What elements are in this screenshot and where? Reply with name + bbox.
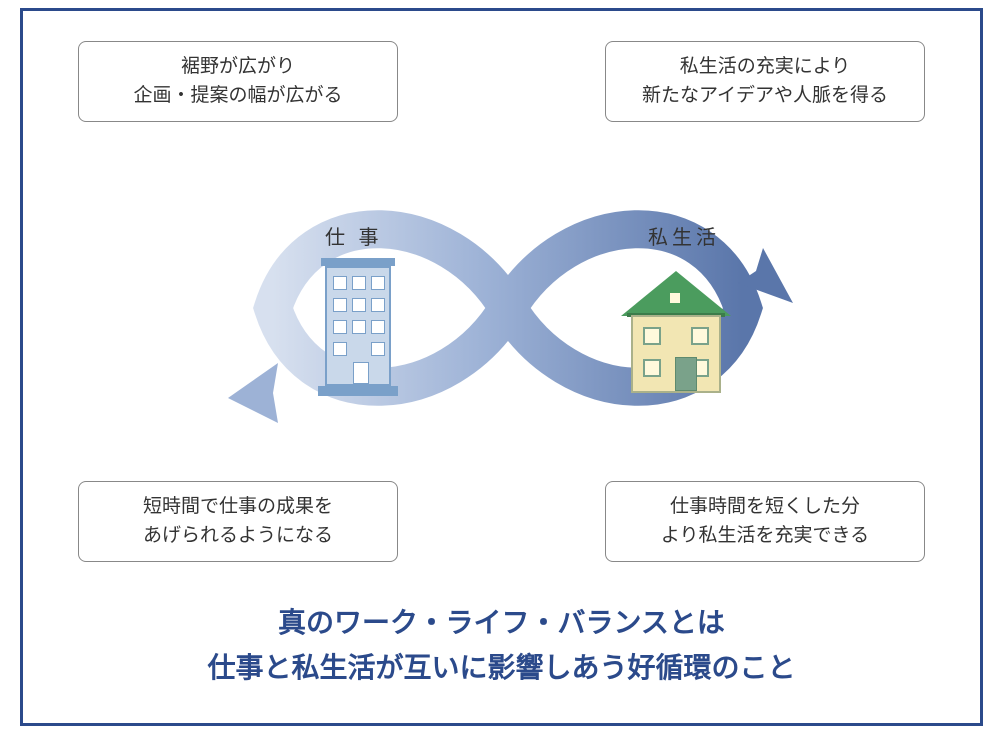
box-bottom-left: 短時間で仕事の成果を あげられるようになる <box>78 481 398 562</box>
box-top-left: 裾野が広がり 企画・提案の幅が広がる <box>78 41 398 122</box>
office-building-icon <box>313 256 403 396</box>
box-tl-line2: 企画・提案の幅が広がる <box>133 85 342 106</box>
arrowhead-left-icon <box>228 363 278 423</box>
home-icon <box>621 263 731 393</box>
box-tr-line2: 新たなアイデアや人脈を得る <box>642 85 888 106</box>
box-br-line1: 仕事時間を短くした分 <box>670 496 860 517</box>
box-tl-line1: 裾野が広がり <box>181 56 295 77</box>
box-bl-line1: 短時間で仕事の成果を <box>143 496 333 517</box>
loop-label-life: 私生活 <box>648 221 720 250</box>
box-tr-line1: 私生活の充実により <box>680 56 851 77</box>
box-top-right: 私生活の充実により 新たなアイデアや人脈を得る <box>605 41 925 122</box>
box-bl-line2: あげられるようになる <box>143 525 333 546</box>
loop-label-work: 仕 事 <box>325 221 383 250</box>
caption: 真のワーク・ライフ・バランスとは 仕事と私生活が互いに影響しあう好循環のこと <box>23 601 980 691</box>
box-bottom-right: 仕事時間を短くした分 より私生活を充実できる <box>605 481 925 562</box>
caption-line2: 仕事と私生活が互いに影響しあう好循環のこと <box>207 652 795 683</box>
caption-line1: 真のワーク・ライフ・バランスとは <box>278 607 725 638</box>
diagram-frame: 裾野が広がり 企画・提案の幅が広がる 私生活の充実により 新たなアイデアや人脈を… <box>20 8 983 726</box>
box-br-line2: より私生活を充実できる <box>661 525 869 546</box>
